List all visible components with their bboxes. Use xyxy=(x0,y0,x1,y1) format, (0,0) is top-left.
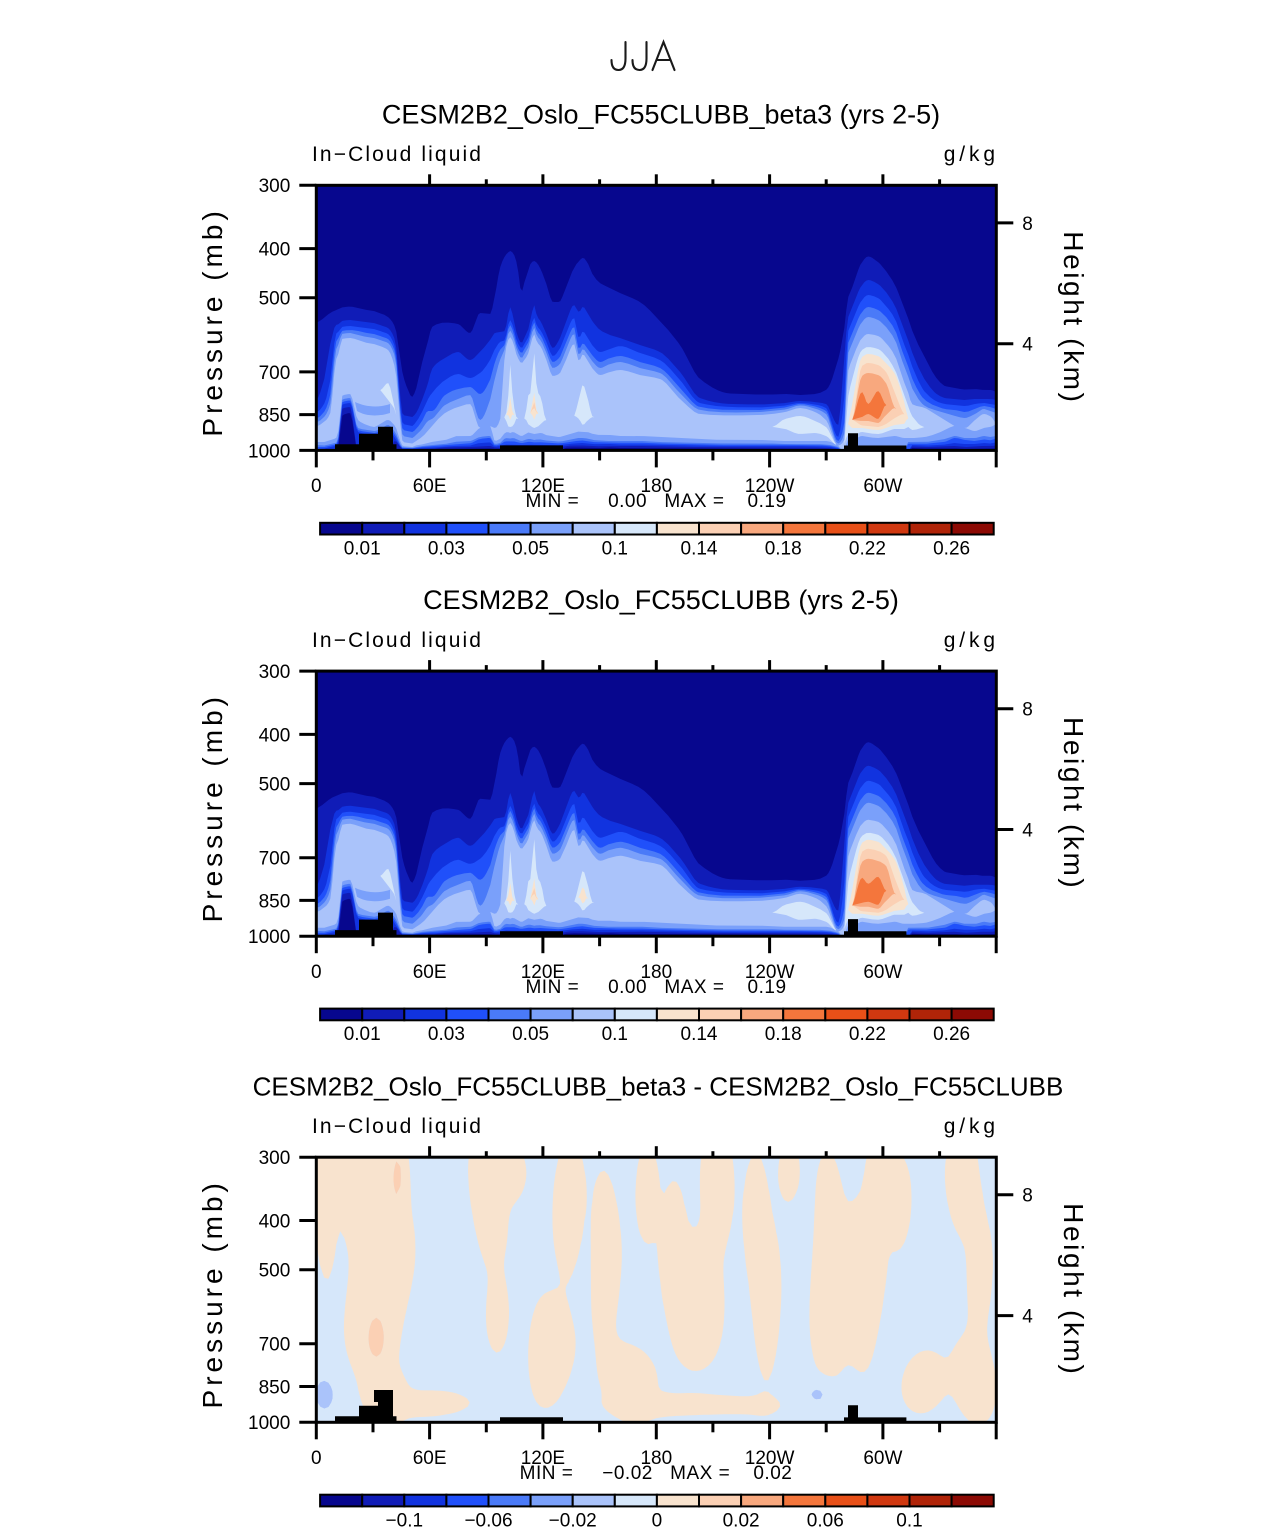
svg-text:MIN = 0.00 MAX = 0.19: MIN = 0.00 MAX = 0.19 xyxy=(525,491,786,512)
svg-text:500: 500 xyxy=(259,1261,291,1282)
svg-text:4: 4 xyxy=(1022,820,1033,841)
svg-text:1000: 1000 xyxy=(248,927,290,948)
svg-text:0.01: 0.01 xyxy=(344,1024,381,1045)
svg-text:MIN = −0.02 MAX = 0.0: MIN = −0.02 MAX = 0.02 xyxy=(520,1463,793,1484)
svg-text:60E: 60E xyxy=(413,962,447,983)
svg-text:4: 4 xyxy=(1022,335,1033,356)
svg-text:1000: 1000 xyxy=(248,441,290,462)
svg-text:300: 300 xyxy=(259,662,291,683)
svg-text:400: 400 xyxy=(259,1211,291,1232)
svg-text:700: 700 xyxy=(259,363,291,384)
svg-text:0.03: 0.03 xyxy=(428,538,465,559)
svg-text:−0.02: −0.02 xyxy=(549,1510,597,1531)
svg-text:Pressure (mb): Pressure (mb) xyxy=(197,207,228,436)
svg-text:In−Cloud liquid: In−Cloud liquid xyxy=(312,629,483,652)
svg-text:Height (km): Height (km) xyxy=(1058,231,1089,404)
svg-text:300: 300 xyxy=(259,176,291,197)
svg-text:0.1: 0.1 xyxy=(602,1024,628,1045)
svg-text:8: 8 xyxy=(1022,1186,1033,1207)
svg-text:500: 500 xyxy=(259,775,291,796)
svg-text:180: 180 xyxy=(640,962,672,983)
svg-text:60E: 60E xyxy=(413,476,447,497)
svg-text:MIN = 0.00 MAX = 0.19: MIN = 0.00 MAX = 0.19 xyxy=(525,977,786,998)
svg-text:180: 180 xyxy=(640,1448,672,1469)
svg-text:8: 8 xyxy=(1022,700,1033,721)
svg-text:g/kg: g/kg xyxy=(944,143,999,166)
svg-text:0.18: 0.18 xyxy=(765,1024,802,1045)
svg-text:60W: 60W xyxy=(863,1448,902,1469)
svg-text:400: 400 xyxy=(259,240,291,261)
svg-text:0.05: 0.05 xyxy=(512,1024,549,1045)
svg-text:−0.06: −0.06 xyxy=(464,1510,512,1531)
svg-text:400: 400 xyxy=(259,725,291,746)
svg-text:1000: 1000 xyxy=(248,1413,290,1434)
svg-text:700: 700 xyxy=(259,849,291,870)
svg-text:180: 180 xyxy=(640,476,672,497)
svg-text:0.03: 0.03 xyxy=(428,1024,465,1045)
svg-text:g/kg: g/kg xyxy=(944,629,999,652)
svg-text:120E: 120E xyxy=(521,476,565,497)
svg-text:0.26: 0.26 xyxy=(933,1024,970,1045)
svg-text:0.02: 0.02 xyxy=(723,1510,760,1531)
svg-text:0.22: 0.22 xyxy=(849,1024,886,1045)
svg-text:In−Cloud liquid: In−Cloud liquid xyxy=(312,1115,483,1138)
svg-text:300: 300 xyxy=(259,1148,291,1169)
svg-text:120W: 120W xyxy=(745,476,795,497)
svg-text:0.1: 0.1 xyxy=(896,1510,922,1531)
svg-text:Height (km): Height (km) xyxy=(1058,717,1089,890)
svg-text:g/kg: g/kg xyxy=(944,1115,999,1138)
svg-text:CESM2B2_Oslo_FC55CLUBB_beta3 (: CESM2B2_Oslo_FC55CLUBB_beta3 (yrs 2-5) xyxy=(382,99,940,129)
svg-text:60E: 60E xyxy=(413,1448,447,1469)
svg-text:0: 0 xyxy=(652,1510,663,1531)
svg-text:120W: 120W xyxy=(745,962,795,983)
svg-text:0.06: 0.06 xyxy=(807,1510,844,1531)
svg-text:Height (km): Height (km) xyxy=(1058,1203,1089,1376)
svg-text:60W: 60W xyxy=(863,476,902,497)
svg-text:CESM2B2_Oslo_FC55CLUBB (yrs 2-: CESM2B2_Oslo_FC55CLUBB (yrs 2-5) xyxy=(423,585,899,615)
svg-text:−0.1: −0.1 xyxy=(386,1510,424,1531)
svg-text:850: 850 xyxy=(259,1377,291,1398)
svg-text:850: 850 xyxy=(259,406,291,427)
svg-text:0: 0 xyxy=(311,962,322,983)
svg-text:0.14: 0.14 xyxy=(681,538,718,559)
svg-text:Pressure (mb): Pressure (mb) xyxy=(197,693,228,922)
svg-text:4: 4 xyxy=(1022,1307,1033,1328)
svg-text:CESM2B2_Oslo_FC55CLUBB_beta3 -: CESM2B2_Oslo_FC55CLUBB_beta3 - CESM2B2_O… xyxy=(253,1071,1064,1101)
svg-text:120W: 120W xyxy=(745,1448,795,1469)
svg-text:8: 8 xyxy=(1022,214,1033,235)
svg-text:0: 0 xyxy=(311,476,322,497)
svg-text:0.14: 0.14 xyxy=(681,1024,718,1045)
svg-text:0.26: 0.26 xyxy=(933,538,970,559)
svg-text:500: 500 xyxy=(259,289,291,310)
svg-text:120E: 120E xyxy=(521,1448,565,1469)
svg-text:850: 850 xyxy=(259,891,291,912)
svg-text:0.01: 0.01 xyxy=(344,538,381,559)
svg-text:Pressure (mb): Pressure (mb) xyxy=(197,1179,228,1408)
svg-text:0.05: 0.05 xyxy=(512,538,549,559)
svg-text:0.1: 0.1 xyxy=(602,538,628,559)
svg-text:700: 700 xyxy=(259,1335,291,1356)
svg-text:0.18: 0.18 xyxy=(765,538,802,559)
svg-text:60W: 60W xyxy=(863,962,902,983)
svg-text:120E: 120E xyxy=(521,962,565,983)
svg-text:In−Cloud liquid: In−Cloud liquid xyxy=(312,143,483,166)
svg-text:0: 0 xyxy=(311,1448,322,1469)
svg-text:0.22: 0.22 xyxy=(849,538,886,559)
